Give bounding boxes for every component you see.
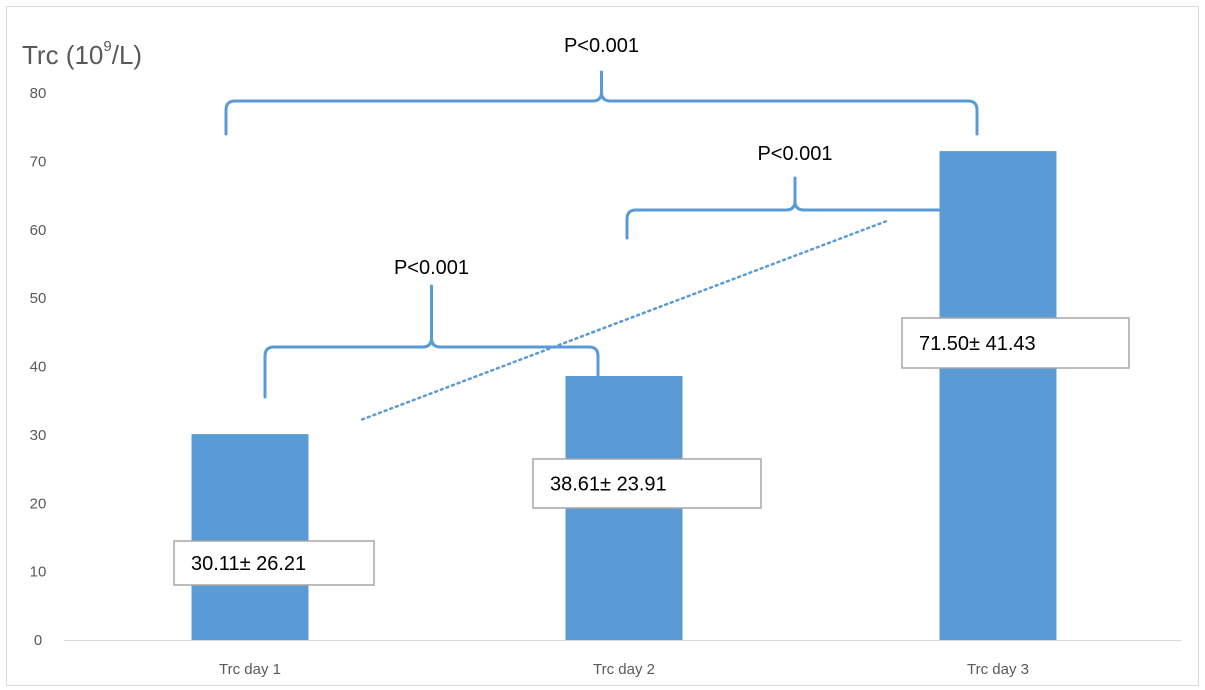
x-tick-label: Trc day 2 xyxy=(593,661,655,678)
bar xyxy=(939,151,1057,640)
bar xyxy=(191,434,309,640)
significance-bracket xyxy=(224,70,979,136)
y-axis-title: Trc (109/L) xyxy=(22,38,143,71)
y-tick-label: 30 xyxy=(30,427,47,444)
p-value-label: P<0.001 xyxy=(757,143,832,165)
chart-frame xyxy=(6,6,1199,686)
significance-bracket xyxy=(263,284,600,399)
p-value-label: P<0.001 xyxy=(394,257,469,279)
y-tick-label: 60 xyxy=(30,222,47,239)
value-label: 71.50± 41.43 xyxy=(919,333,1036,355)
x-tick-label: Trc day 1 xyxy=(219,661,281,678)
y-tick-label: 80 xyxy=(30,85,47,102)
y-tick-label: 10 xyxy=(30,564,47,581)
y-axis-title-exponent: 9 xyxy=(103,38,112,56)
significance-bracket xyxy=(625,176,965,240)
y-axis-title-unit: /L) xyxy=(111,40,143,70)
p-value-label: P<0.001 xyxy=(564,35,639,57)
value-label: 30.11± 26.21 xyxy=(191,553,306,575)
value-label-box xyxy=(901,317,1130,369)
y-tick-label: 40 xyxy=(30,359,47,376)
y-axis-title-main: Trc (10 xyxy=(22,40,104,70)
value-label-box xyxy=(173,540,375,586)
y-tick-label: 70 xyxy=(30,153,47,170)
y-tick-label: 0 xyxy=(34,632,42,649)
y-tick-label: 20 xyxy=(30,495,47,512)
value-label: 38.61± 23.91 xyxy=(550,474,667,496)
x-tick-label: Trc day 3 xyxy=(967,661,1029,678)
y-tick-label: 50 xyxy=(30,290,47,307)
value-label-box xyxy=(532,458,762,509)
